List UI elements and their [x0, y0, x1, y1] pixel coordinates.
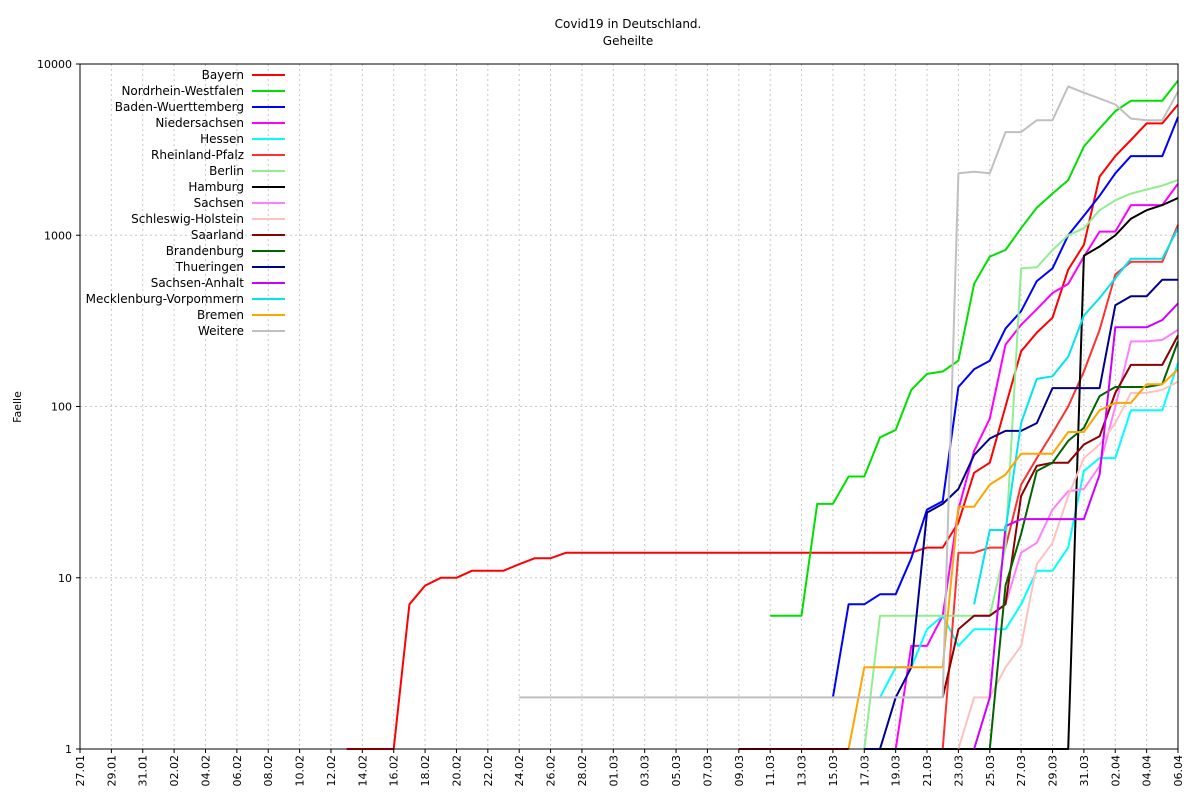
y-tick-label: 100	[51, 401, 72, 414]
series-layer	[346, 79, 1179, 750]
legend-label: Niedersachsen	[155, 116, 244, 130]
series-line-hamburg	[864, 197, 1179, 750]
series-line-weitere	[519, 85, 1179, 699]
axis-layer: 27.01 29.01 31.01 02.02 04.02 06.02 08.02 10.02…	[37, 58, 1185, 787]
legend: Bayern Nordrhein-Westfalen Baden-Wuerttemb…	[86, 68, 285, 338]
x-tick-label: 11.03	[764, 755, 777, 787]
y-tick-label: 1000	[44, 229, 72, 242]
x-tick-label: 26.02	[545, 755, 558, 787]
series-line-baden-wuerttemberg	[831, 116, 1179, 698]
y-tick-label: 10	[58, 572, 72, 585]
x-tick-label: 17.03	[858, 755, 871, 787]
x-tick-label: 28.02	[576, 755, 589, 787]
legend-label: Weitere	[198, 324, 244, 338]
x-tick-label: 02.04	[1109, 755, 1122, 787]
x-tick-label: 08.02	[262, 755, 275, 787]
series-line-nordrhein-westfalen	[770, 79, 1179, 617]
x-tick-label: 23.03	[952, 755, 965, 787]
x-tick-label: 24.02	[513, 755, 526, 787]
x-tick-label: 25.03	[984, 755, 997, 787]
x-tick-label: 06.04	[1172, 755, 1185, 787]
legend-label: Baden-Wuerttemberg	[115, 100, 244, 114]
x-tick-label: 19.03	[890, 755, 903, 787]
x-tick-label: 29.01	[105, 755, 118, 787]
legend-label: Bayern	[202, 68, 244, 82]
chart-title: Covid19 in Deutschland.	[555, 17, 702, 31]
series-line-rheinland-pfalz	[941, 224, 1179, 750]
series-line-bayern	[346, 103, 1179, 750]
legend-label: Mecklenburg-Vorpommern	[86, 292, 244, 306]
x-tick-label: 04.02	[199, 755, 212, 787]
x-tick-label: 10.02	[294, 755, 307, 787]
legend-label: Bremen	[197, 308, 244, 322]
x-tick-label: 06.02	[231, 755, 244, 787]
x-tick-label: 02.02	[168, 755, 181, 787]
series-line-thueringen	[864, 278, 1178, 750]
legend-label: Schleswig-Holstein	[131, 212, 244, 226]
x-tick-label: 27.01	[74, 755, 87, 787]
legend-label: Sachsen-Anhalt	[151, 276, 245, 290]
x-tick-label: 22.02	[482, 755, 495, 787]
x-tick-label: 31.01	[137, 755, 150, 787]
x-tick-label: 07.03	[701, 755, 714, 787]
legend-label: Saarland	[191, 228, 244, 242]
x-tick-label: 01.03	[607, 755, 620, 787]
x-tick-label: 20.02	[450, 755, 463, 787]
y-axis-label: Faelle	[11, 391, 24, 423]
legend-label: Brandenburg	[166, 244, 244, 258]
x-tick-label: 27.03	[1015, 755, 1028, 787]
legend-label: Berlin	[209, 164, 244, 178]
x-tick-label: 31.03	[1078, 755, 1091, 787]
chart-subtitle: Geheilte	[603, 34, 653, 48]
legend-label: Thueringen	[175, 260, 244, 274]
legend-label: Nordrhein-Westfalen	[121, 84, 244, 98]
x-tick-label: 13.03	[796, 755, 809, 787]
x-tick-label: 29.03	[1047, 755, 1060, 787]
series-line-mecklenburg-vorpommern	[973, 227, 1179, 605]
series-line-brandenburg	[988, 341, 1179, 750]
y-tick-label: 10000	[37, 58, 72, 71]
series-line-saarland	[941, 334, 1179, 698]
series-line-bremen	[847, 368, 1179, 750]
x-tick-label: 12.02	[325, 755, 338, 787]
legend-label: Hamburg	[188, 180, 244, 194]
x-tick-label: 03.03	[639, 755, 652, 787]
x-tick-label: 15.03	[827, 755, 840, 787]
legend-label: Hessen	[200, 132, 244, 146]
x-tick-label: 14.02	[356, 755, 369, 787]
legend-label: Sachsen	[194, 196, 244, 210]
series-line-sachsen-anhalt	[973, 302, 1179, 750]
y-tick-label: 1	[65, 743, 72, 756]
x-tick-label: 05.03	[670, 755, 683, 787]
series-line-sachsen	[974, 329, 1179, 617]
legend-label: Rheinland-Pfalz	[151, 148, 244, 162]
x-tick-label: 04.04	[1141, 755, 1154, 787]
x-tick-label: 21.03	[921, 755, 934, 787]
x-tick-label: 18.02	[419, 755, 432, 787]
x-tick-label: 09.03	[733, 755, 746, 787]
x-tick-label: 16.02	[388, 755, 401, 787]
series-line-hessen	[879, 362, 1179, 698]
